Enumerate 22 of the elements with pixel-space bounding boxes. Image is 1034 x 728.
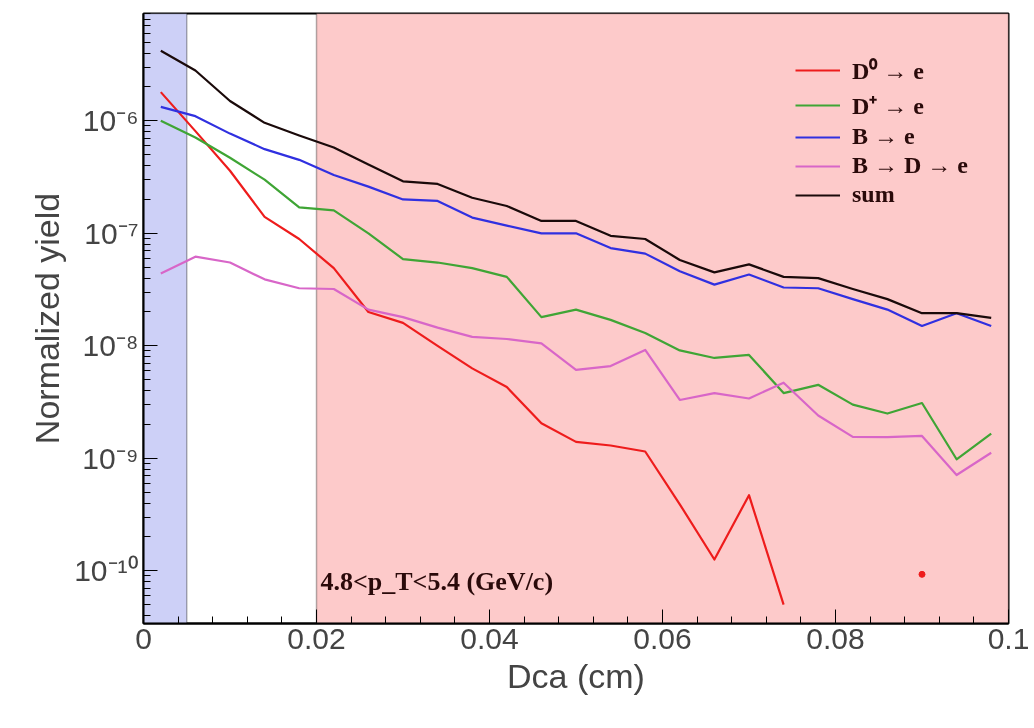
x-tick-label: 0.1 bbox=[987, 621, 1030, 655]
x-tick-label: 0.02 bbox=[287, 621, 346, 655]
legend-label: D⁰ → e bbox=[852, 57, 924, 86]
x-tick-label: 0 bbox=[135, 621, 152, 655]
y-tick-label: 10⁻⁸ bbox=[82, 329, 139, 363]
line-series bbox=[159, 49, 993, 320]
legend-label: B → D → e bbox=[852, 152, 968, 179]
annotation: 4.8<p_T<5.4 (GeV/c) bbox=[320, 566, 554, 596]
line-series bbox=[159, 255, 993, 477]
line-series bbox=[159, 119, 993, 461]
y-tick-label: 10⁻⁶ bbox=[82, 104, 139, 138]
y-tick-label: 10⁻⁷ bbox=[84, 216, 139, 250]
legend-label: sum bbox=[852, 181, 895, 208]
legend-label: B → e bbox=[852, 123, 915, 150]
y-tick-label: 10⁻¹⁰ bbox=[74, 554, 139, 588]
x-tick-label: 0.08 bbox=[806, 621, 865, 655]
x-tick-label: 0.06 bbox=[633, 621, 692, 655]
y-tick-label: 10⁻⁹ bbox=[82, 441, 139, 475]
x-tick-label: 0.04 bbox=[460, 621, 519, 655]
legend-label: D⁺ → e bbox=[852, 92, 924, 121]
y-axis-title: Normalized yield bbox=[28, 192, 67, 445]
x-axis-title: Dca (cm) bbox=[507, 656, 645, 695]
